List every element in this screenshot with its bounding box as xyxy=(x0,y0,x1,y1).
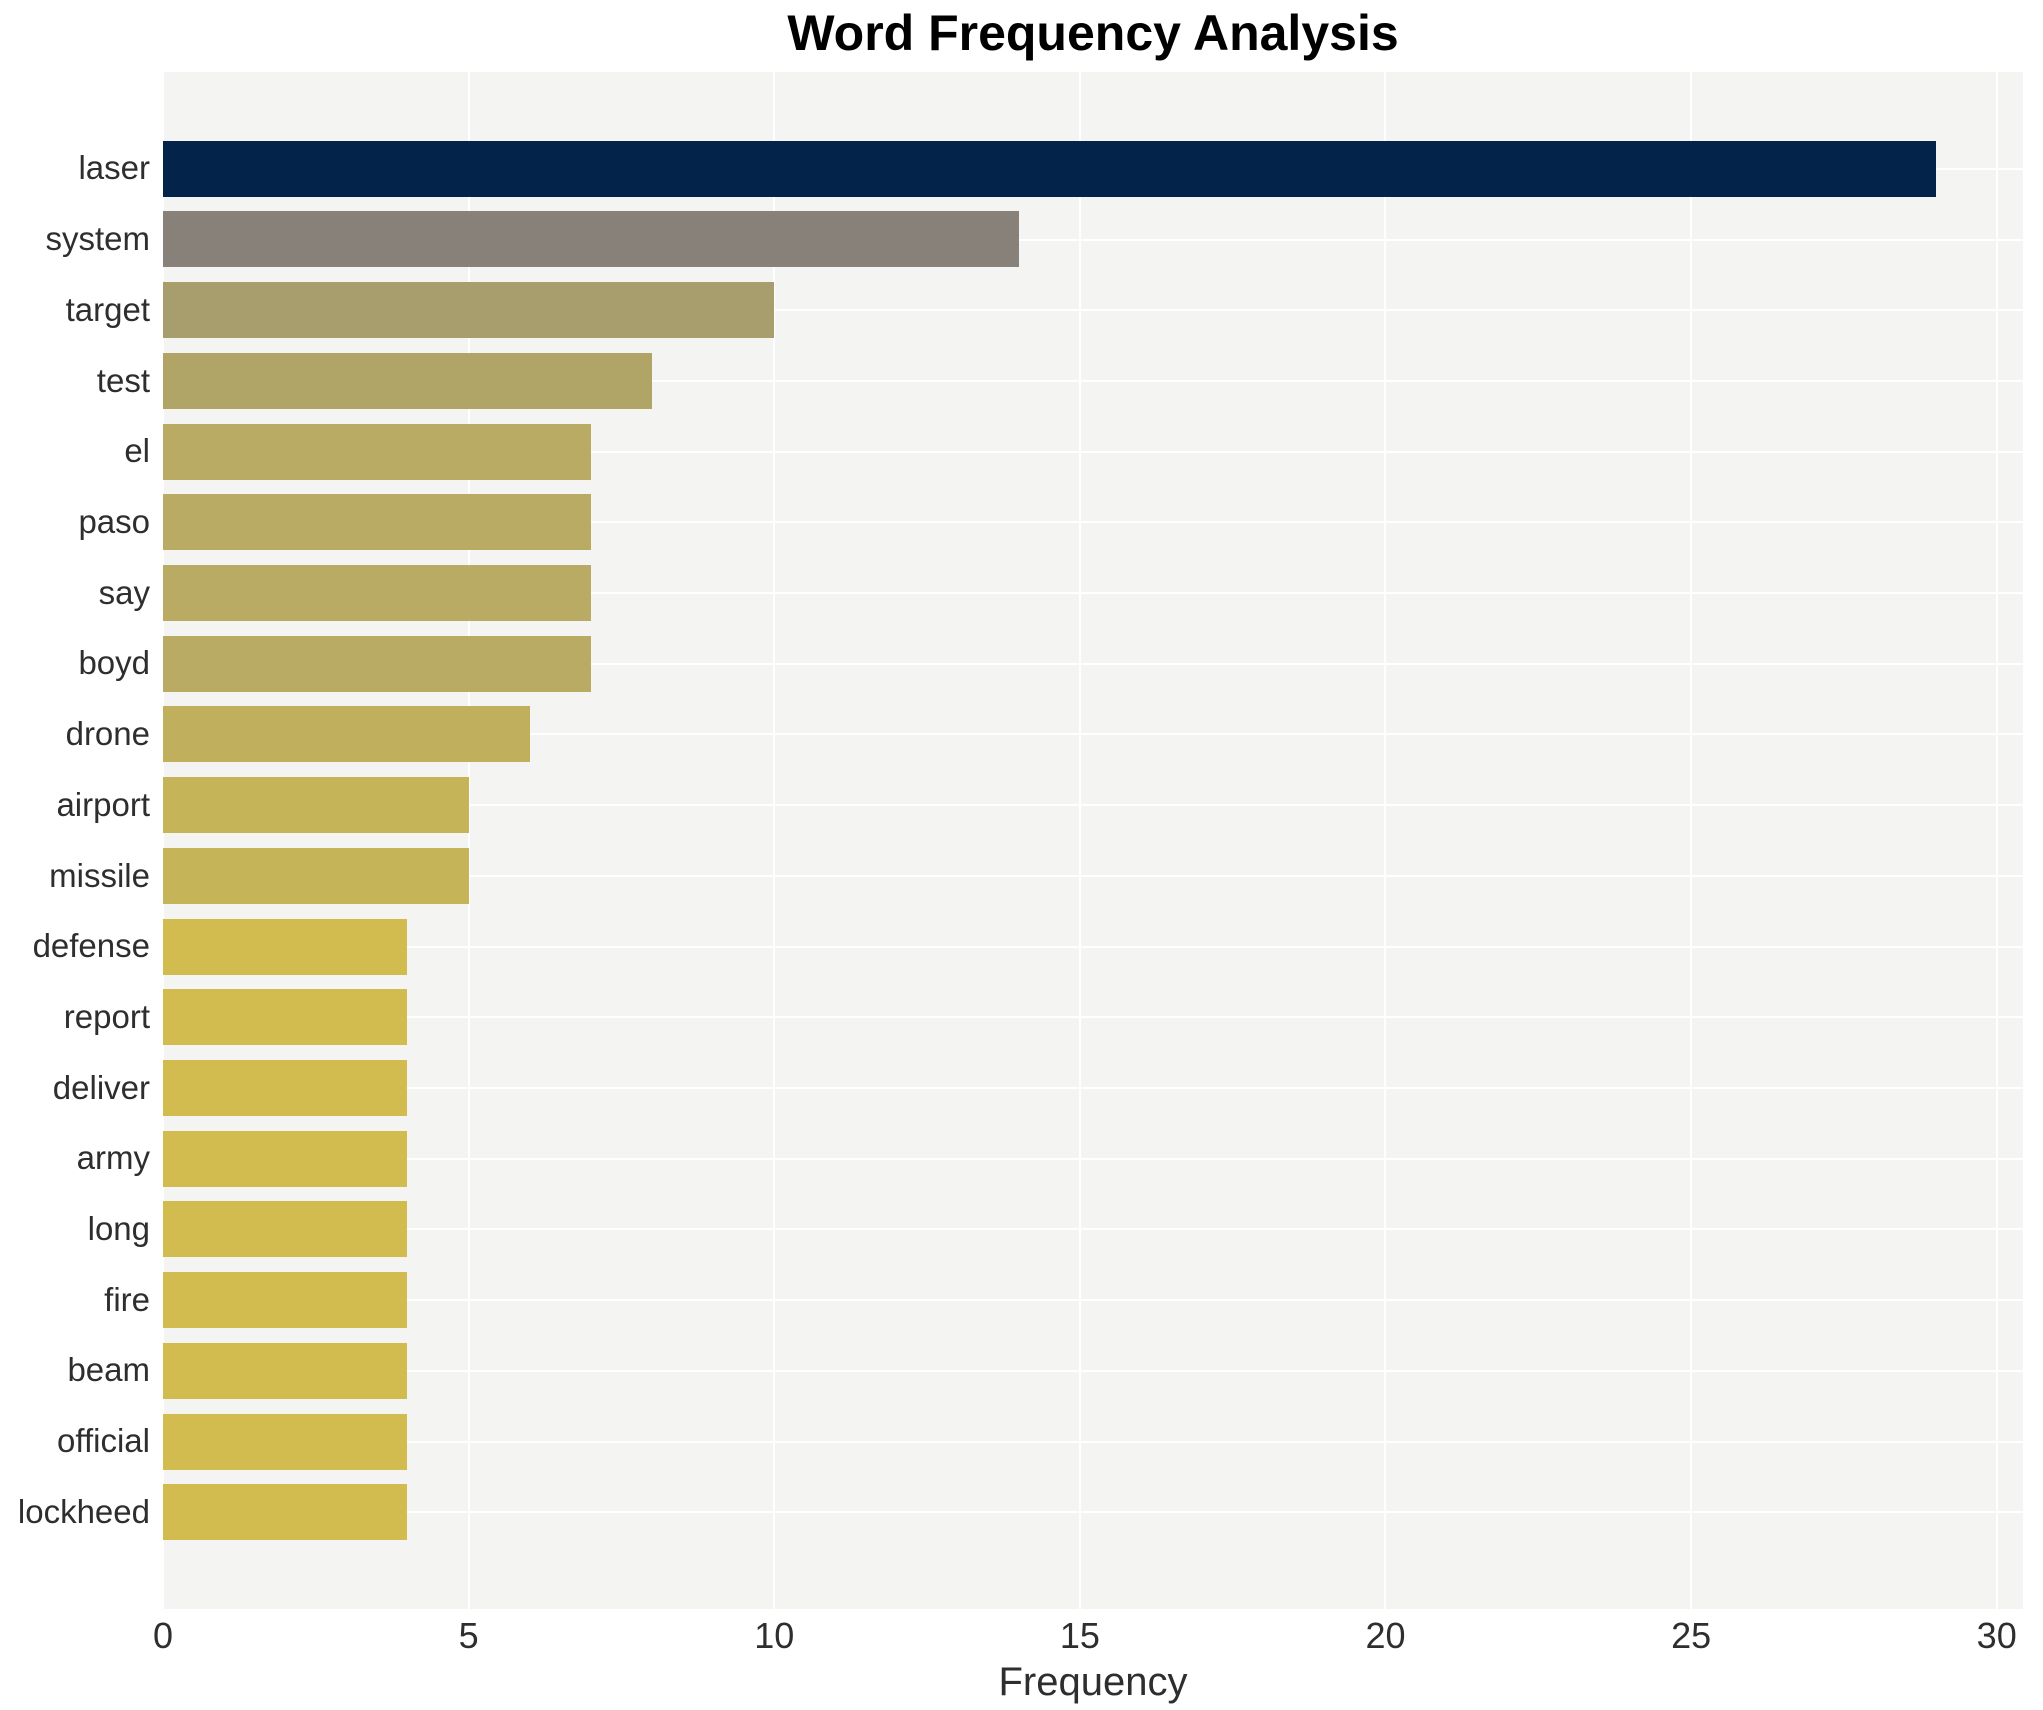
bar-row: lockheed xyxy=(18,1477,2023,1548)
y-axis-label: test xyxy=(96,361,150,399)
x-tick-label: 5 xyxy=(458,1615,479,1656)
bar-row: paso xyxy=(78,487,2023,558)
bar-row: official xyxy=(57,1406,2023,1477)
y-axis-label: system xyxy=(45,220,150,258)
bar-row: test xyxy=(97,346,2023,417)
bar xyxy=(163,282,775,339)
y-axis-label: target xyxy=(65,290,150,328)
bar xyxy=(163,423,591,480)
bar xyxy=(163,211,1019,268)
y-axis-label: el xyxy=(124,432,150,470)
y-axis-label: laser xyxy=(78,149,150,187)
bar xyxy=(163,494,591,551)
bar-row: beam xyxy=(67,1335,2023,1406)
y-axis-label: say xyxy=(98,573,150,611)
x-gridline xyxy=(1690,72,1693,1609)
bar-row: deliver xyxy=(53,1053,2023,1124)
bar-row: boyd xyxy=(78,628,2023,699)
x-gridline xyxy=(1384,72,1387,1609)
x-tick-label: 0 xyxy=(152,1615,174,1656)
bar-row: army xyxy=(77,1123,2023,1194)
y-axis-label: boyd xyxy=(78,644,150,682)
x-gridline xyxy=(467,72,470,1609)
chart-title: Word Frequency Analysis xyxy=(787,5,1399,61)
bar xyxy=(163,777,469,834)
x-axis-title: Frequency xyxy=(998,1660,1188,1704)
y-axis-label: army xyxy=(76,1139,150,1177)
y-axis-label: long xyxy=(87,1210,150,1248)
bar-row: defense xyxy=(33,911,2023,982)
x-tick-label: 20 xyxy=(1365,1615,1406,1656)
x-tick-label: 15 xyxy=(1059,1615,1100,1656)
y-axis-label: airport xyxy=(56,785,150,823)
bar-row: fire xyxy=(104,1265,2023,1336)
x-gridline xyxy=(1078,72,1081,1609)
y-axis-label: official xyxy=(57,1422,150,1460)
bar xyxy=(163,1484,408,1541)
bar xyxy=(163,1059,408,1116)
bar xyxy=(163,1130,408,1187)
bar xyxy=(163,1342,408,1399)
bar xyxy=(163,565,591,621)
bar-row: el xyxy=(124,416,2023,487)
bar xyxy=(163,989,408,1046)
x-gridline xyxy=(773,72,776,1609)
y-axis-label: report xyxy=(63,997,150,1035)
bar xyxy=(163,352,652,409)
bar xyxy=(163,1413,408,1470)
y-axis-label: fire xyxy=(104,1280,150,1318)
bar-row: long xyxy=(88,1194,2023,1265)
bar-row: report xyxy=(64,982,2023,1053)
bar xyxy=(163,140,1936,197)
y-axis-label: lockheed xyxy=(17,1492,150,1530)
x-tick-label: 25 xyxy=(1671,1615,1712,1656)
y-axis-label: deliver xyxy=(52,1068,150,1106)
y-axis-label: beam xyxy=(67,1351,150,1389)
bar xyxy=(163,918,408,975)
bar xyxy=(163,706,530,763)
bar xyxy=(163,635,591,692)
y-axis-label: drone xyxy=(65,715,150,753)
x-tick-label: 10 xyxy=(754,1615,795,1656)
x-tick-label: 30 xyxy=(1976,1615,2017,1656)
bar-row: airport xyxy=(56,770,2023,841)
bar-row: laser xyxy=(78,133,2023,204)
plot-area: laser system target test el paso say boy… xyxy=(18,72,2023,1609)
bar-row: target xyxy=(66,275,2023,346)
y-axis-label: missile xyxy=(49,856,150,894)
y-axis-label: paso xyxy=(78,502,150,540)
bar-row: drone xyxy=(66,699,2023,770)
bar-row: say xyxy=(99,558,2023,629)
x-axis-ticks: 0 5 10 15 20 25 30 xyxy=(153,1615,2023,1657)
x-gridline xyxy=(162,72,164,1609)
bar xyxy=(163,1272,408,1329)
x-gridline xyxy=(1995,72,1998,1609)
bar xyxy=(163,847,469,904)
bar xyxy=(163,1201,408,1258)
bar-row: system xyxy=(45,204,2023,275)
y-axis-label: defense xyxy=(32,927,150,965)
bar-row: missile xyxy=(49,841,2023,912)
